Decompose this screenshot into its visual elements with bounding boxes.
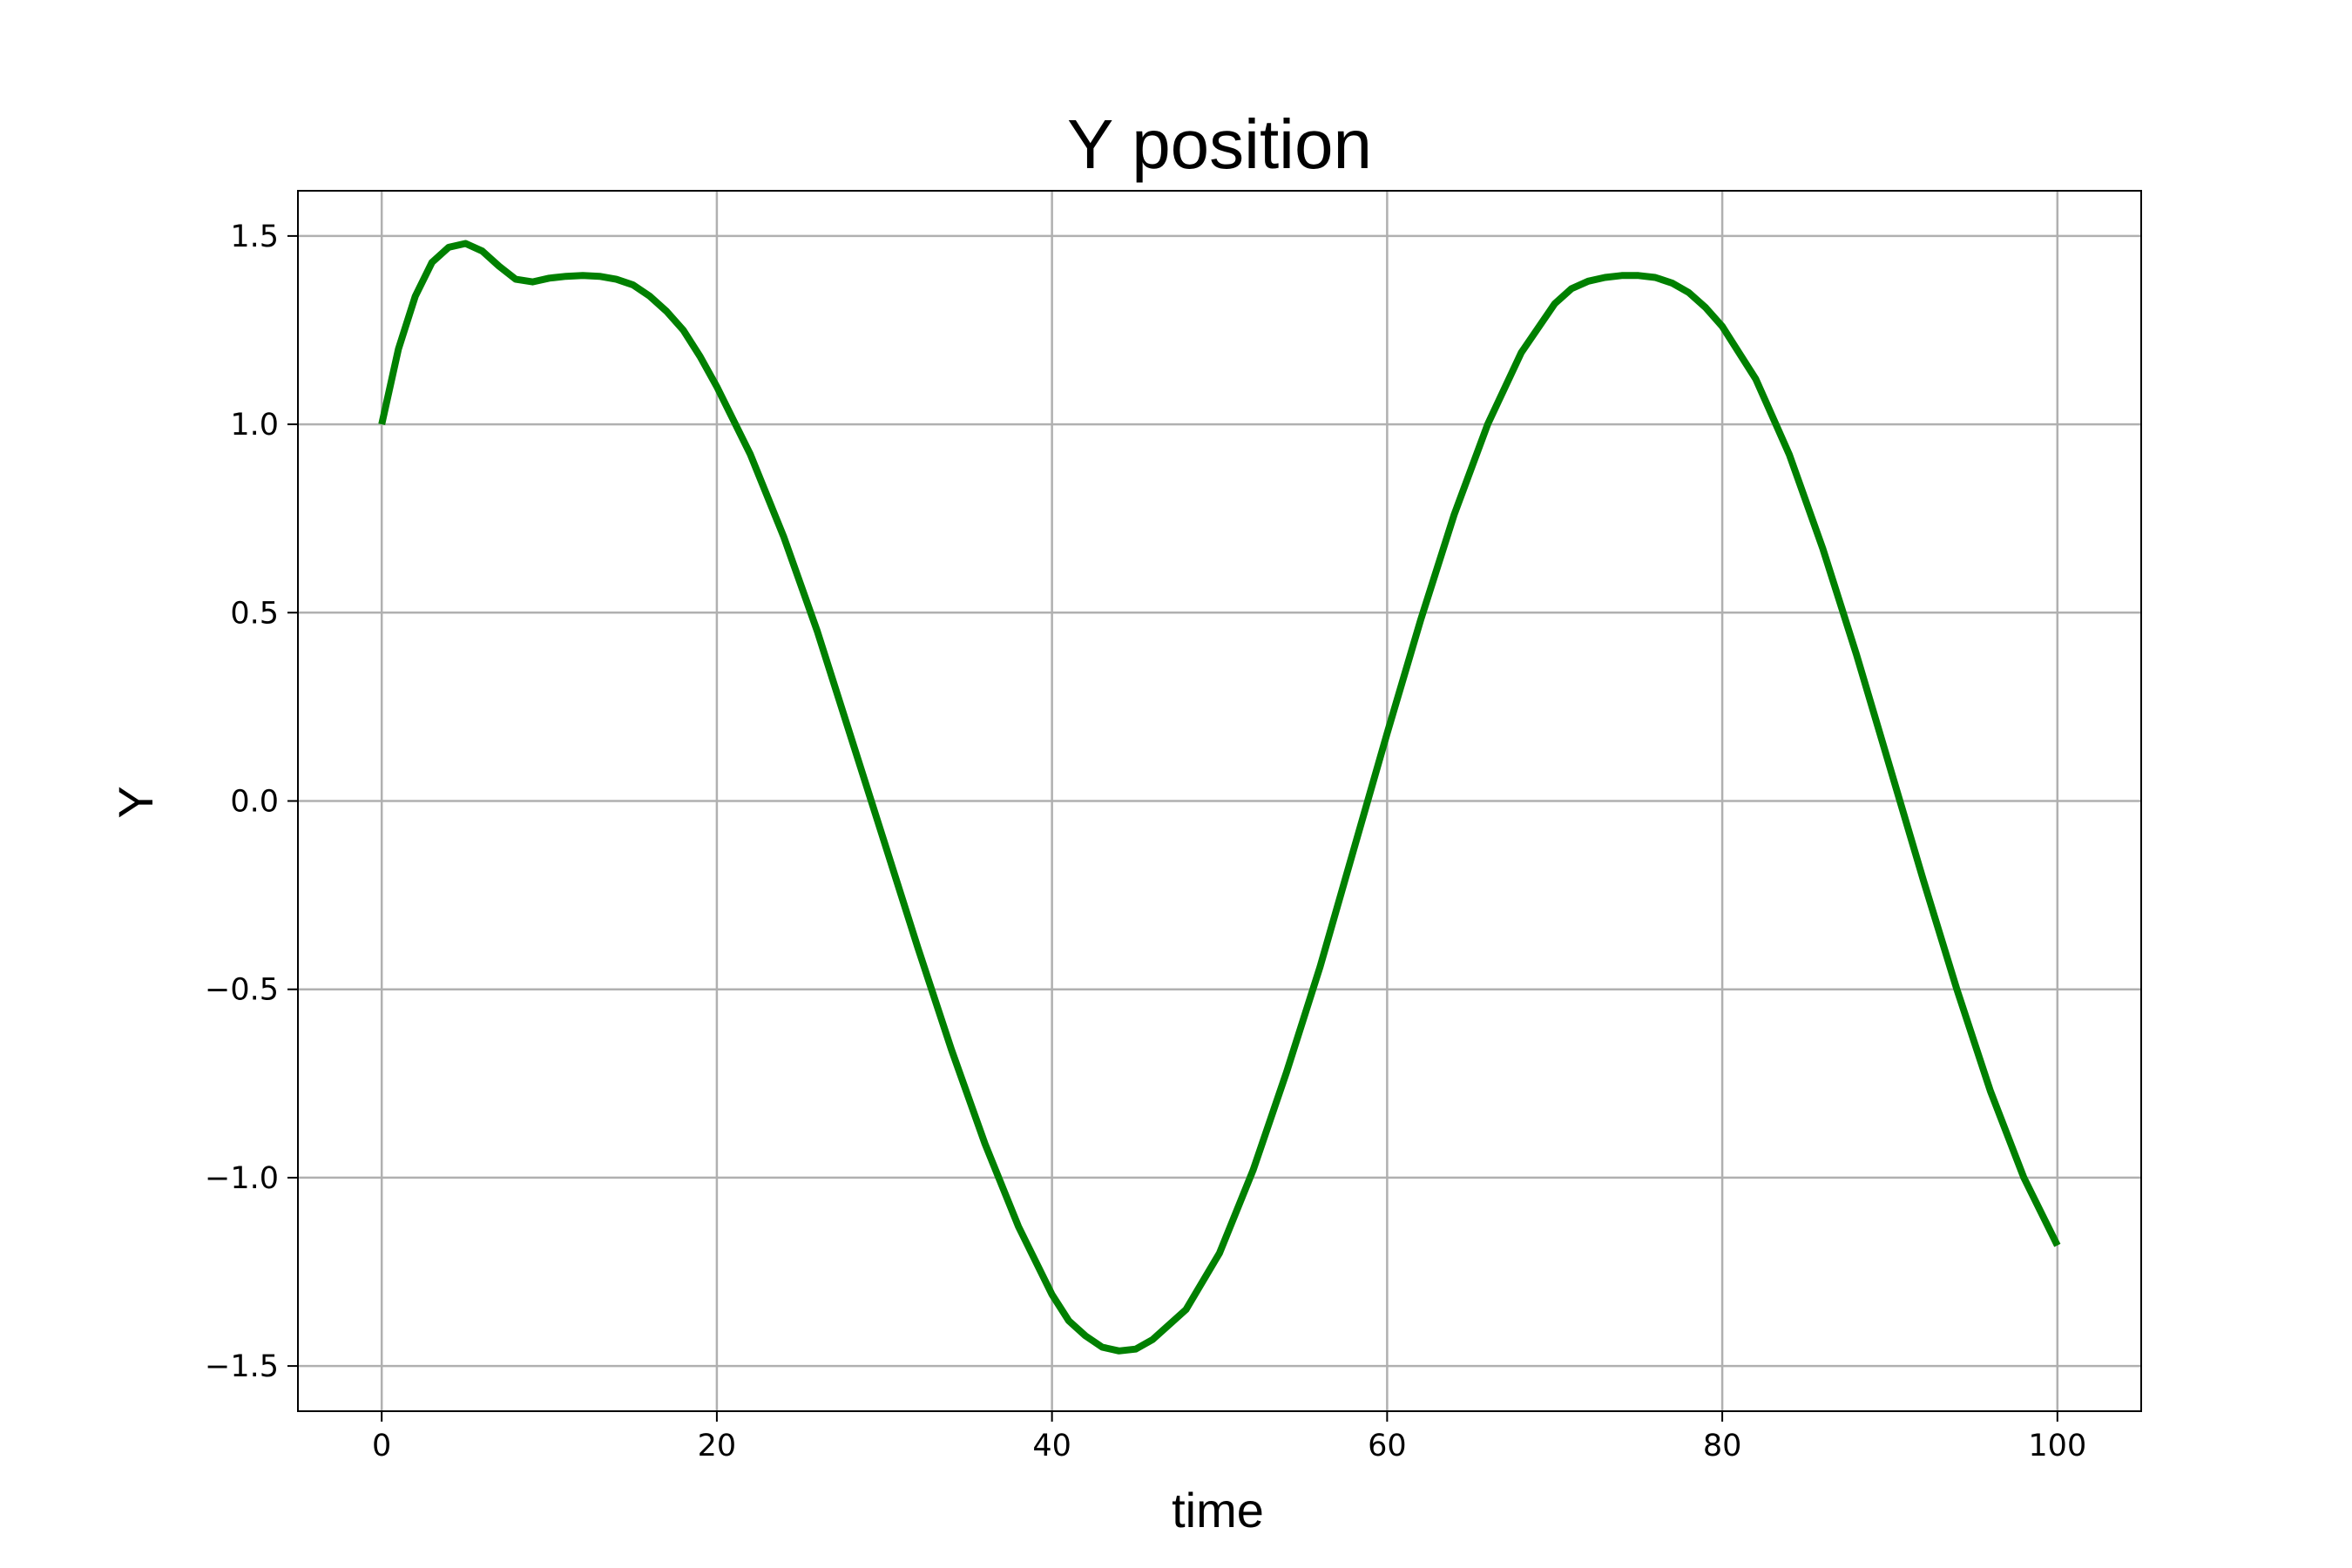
y-axis-label: Y <box>108 786 163 818</box>
x-tick-label: 40 <box>1032 1429 1071 1463</box>
x-tick-label: 20 <box>698 1429 737 1463</box>
ticks: 0 20 40 60 80 100 −1.5 −1.0 −0.5 0.0 0.5 1.0 1.5 <box>205 220 2086 1463</box>
series-layer <box>378 240 2061 1355</box>
x-tick-label: 60 <box>1368 1429 1407 1463</box>
series-line <box>378 240 2061 1355</box>
y-tick-label: 0.0 <box>230 785 279 820</box>
chart-title: Y position <box>1067 105 1372 183</box>
y-tick-label: −1.5 <box>205 1349 279 1384</box>
grid <box>298 191 2141 1411</box>
y-tick-label: 1.0 <box>230 408 279 443</box>
x-tick-label: 0 <box>372 1429 391 1463</box>
y-tick-label: −1.0 <box>205 1161 279 1196</box>
y-tick-label: 1.5 <box>230 220 279 254</box>
x-tick-label: 100 <box>2028 1429 2086 1463</box>
y-tick-label: −0.5 <box>205 973 279 1008</box>
x-axis-label: time <box>1172 1483 1264 1538</box>
y-tick-label: 0.5 <box>230 596 279 631</box>
x-tick-label: 80 <box>1703 1429 1742 1463</box>
